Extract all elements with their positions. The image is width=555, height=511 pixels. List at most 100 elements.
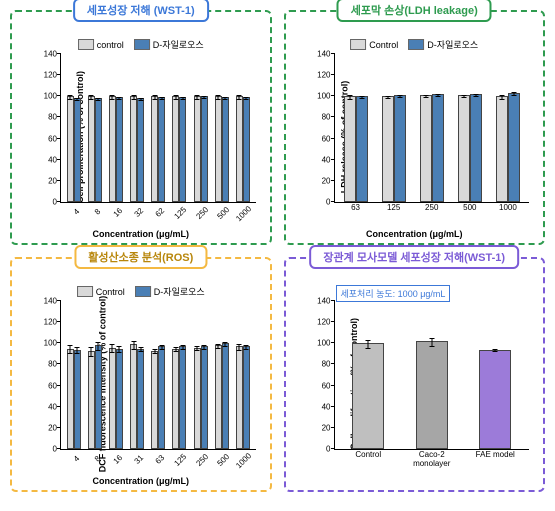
x-tick: 63 [351, 204, 360, 213]
bar [179, 346, 186, 449]
y-tick: 100 [33, 92, 57, 101]
legend-label: Control [369, 40, 398, 50]
y-tick: 100 [307, 339, 331, 348]
bar [416, 341, 448, 449]
x-tick: 1000 [499, 204, 517, 213]
x-axis-label: Concentration (μg/mL) [93, 229, 190, 239]
bar [382, 96, 394, 202]
y-tick: 120 [307, 71, 331, 80]
x-tick: 125 [173, 205, 189, 221]
y-tick: 0 [307, 445, 331, 454]
bar-group: 16 [105, 54, 126, 202]
y-tick: 60 [307, 381, 331, 390]
chart-area: controlD-자일로오스Cell proliferation (% of c… [18, 36, 264, 237]
bar [88, 351, 95, 449]
bar [67, 96, 74, 202]
bar [116, 349, 123, 449]
bar [151, 96, 158, 202]
bar [496, 96, 508, 202]
bar [74, 98, 81, 202]
y-tick: 20 [33, 176, 57, 185]
bar [479, 350, 511, 449]
y-tick: 0 [33, 198, 57, 207]
x-tick: 4 [71, 207, 81, 217]
legend-item: D-자일로오스 [135, 285, 205, 298]
bar [201, 346, 208, 449]
bar [470, 94, 482, 202]
panel-title: 활성산소종 분석(ROS) [74, 245, 207, 269]
bar [458, 95, 470, 202]
y-tick: 20 [307, 176, 331, 185]
legend-item: D-자일로오스 [134, 38, 204, 51]
bar [158, 97, 165, 202]
y-tick: 100 [307, 92, 331, 101]
x-tick: 16 [112, 453, 125, 466]
y-tick: 80 [307, 360, 331, 369]
y-tick: 20 [307, 423, 331, 432]
x-tick: 8 [93, 207, 103, 217]
bar-group: Control [337, 301, 401, 449]
panel-title: 장관계 모사모델 세포성장 저해(WST-1) [309, 245, 519, 269]
bar-group: 1000 [232, 301, 253, 449]
bar [109, 96, 116, 202]
bar-group: 250 [413, 54, 451, 202]
bar-group: FAE model [464, 301, 528, 449]
chart-area: 세포처리 농도: 1000 μg/mLCell proliferation (%… [292, 283, 538, 484]
bars-container: 481631631252505001000 [61, 301, 256, 449]
x-axis-label: Concentration (μg/mL) [366, 229, 463, 239]
bar [508, 93, 520, 202]
bar [215, 96, 222, 202]
y-tick: 60 [307, 134, 331, 143]
y-tick: 80 [33, 360, 57, 369]
bar [236, 346, 243, 449]
legend-label: D-자일로오스 [153, 38, 204, 51]
bar [394, 95, 406, 202]
x-tick: 63 [154, 453, 167, 466]
y-tick: 40 [307, 155, 331, 164]
bar [137, 98, 144, 202]
bar [243, 346, 250, 449]
bar [158, 346, 165, 449]
legend-swatch [78, 39, 94, 50]
plot-area: 020406080100120140ControlCaco-2monolayer… [334, 301, 530, 450]
bar [243, 97, 250, 202]
bar [344, 96, 356, 202]
note: 세포처리 농도: 1000 μg/mL [336, 285, 451, 302]
legend-label: control [97, 40, 124, 50]
bar [151, 351, 158, 449]
bars-container: ControlCaco-2monolayerFAE model [335, 301, 530, 449]
legend-item: control [78, 39, 124, 50]
y-tick: 20 [33, 423, 57, 432]
bar [222, 343, 229, 449]
bar-group: 250 [190, 301, 211, 449]
bar [172, 349, 179, 449]
bar [130, 96, 137, 202]
y-tick: 140 [33, 50, 57, 59]
x-tick: 250 [194, 452, 210, 468]
bar-group: 8 [84, 301, 105, 449]
bar [172, 96, 179, 202]
bar-group: 1000 [232, 54, 253, 202]
plot-area: 020406080100120140481632621252505001000 [60, 54, 256, 203]
bar [109, 348, 116, 449]
x-tick: 16 [112, 206, 125, 219]
bar-group: 125 [169, 54, 190, 202]
chart-area: ControlD-자일로오스DCF fluorescence intensity… [18, 283, 264, 484]
x-tick: 500 [215, 205, 231, 221]
bar-group: 32 [127, 54, 148, 202]
y-tick: 40 [33, 155, 57, 164]
y-tick: 120 [33, 71, 57, 80]
bar-group: 63 [337, 54, 375, 202]
legend-label: D-자일로오스 [427, 38, 478, 51]
bar [67, 349, 74, 449]
bar-group: 31 [127, 301, 148, 449]
bar [420, 95, 432, 202]
bar [179, 97, 186, 202]
bar [95, 345, 102, 449]
bar [432, 94, 444, 202]
bars-container: 481632621252505001000 [61, 54, 256, 202]
y-tick: 120 [33, 318, 57, 327]
bar [88, 96, 95, 202]
panel-tl: 세포성장 저해 (WST-1)controlD-자일로오스Cell prolif… [10, 10, 272, 245]
bar-group: 16 [105, 301, 126, 449]
